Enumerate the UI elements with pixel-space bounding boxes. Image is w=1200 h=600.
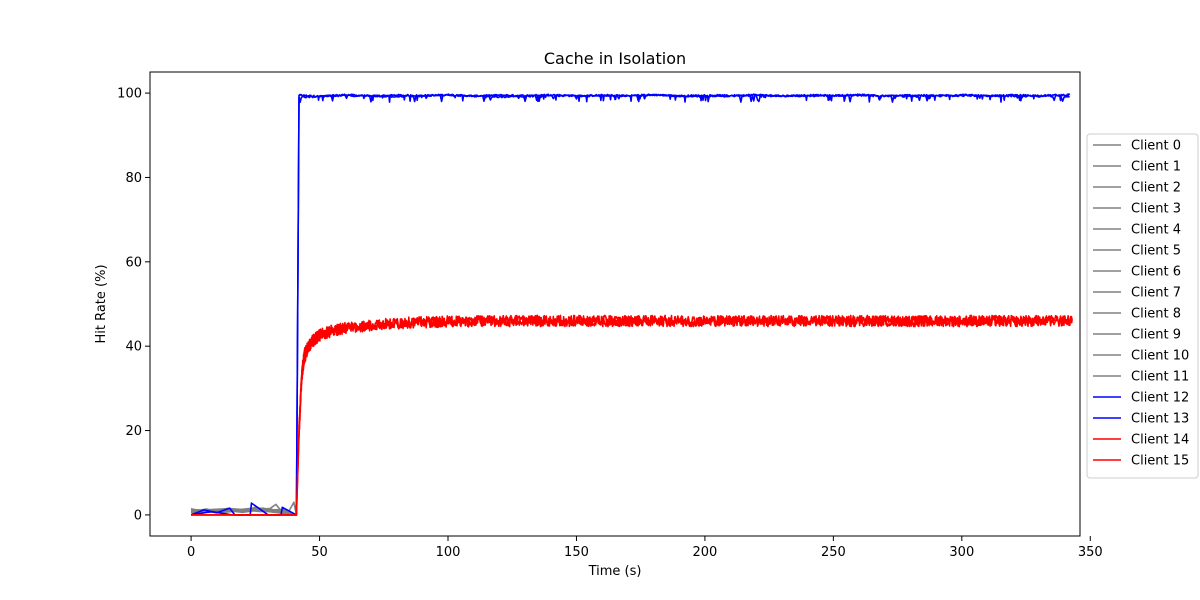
y-tick-label: 40 [125,340,142,355]
x-tick-label: 50 [311,545,328,560]
x-axis-label: Time (s) [588,564,642,579]
x-tick-label: 300 [949,545,974,560]
plot-lines [190,93,1074,516]
x-tick-label: 100 [436,545,461,560]
series-line-client-14 [191,314,1074,516]
y-tick-label: 20 [125,424,142,439]
y-tick-label: 80 [125,171,142,186]
legend-entry: Client 4 [1131,223,1181,238]
plot-frame [149,71,1081,537]
legend-entry: Client 2 [1131,181,1181,196]
legend-entry: Client 12 [1131,391,1189,406]
legend-entry: Client 13 [1131,412,1189,427]
y-axis-ticks: 0 20 40 60 80 100 [117,87,150,523]
x-tick-label: 150 [564,545,589,560]
legend-entry: Client 5 [1131,244,1181,259]
y-axis-label: Hit Rate (%) [94,264,109,343]
x-tick-label: 350 [1078,545,1103,560]
legend-entry: Client 15 [1131,454,1189,469]
x-tick-label: 200 [693,545,718,560]
legend-entry: Client 8 [1131,307,1181,322]
x-tick-label: 0 [187,545,195,560]
x-tick-label: 250 [821,545,846,560]
series-line-client-15 [191,314,1073,516]
legend-entry: Client 9 [1131,328,1181,343]
y-tick-label: 60 [125,255,142,270]
series-line-client-13 [190,93,1070,516]
legend-entry: Client 10 [1131,349,1189,364]
series-line-client-12 [190,93,1071,516]
legend-entry: Client 7 [1131,286,1181,301]
y-tick-label: 0 [134,508,142,523]
legend: Client 0 Client 1 Client 2 Client 3 Client 4… [1086,133,1199,479]
legend-entry: Client 0 [1131,139,1181,154]
x-axis-ticks: 0 50 100 150 200 250 300 350 [187,536,1103,560]
legend-entry: Client 14 [1131,433,1189,448]
legend-entry: Client 6 [1131,265,1181,280]
chart-title: Cache in Isolation [544,49,686,68]
legend-box [1086,133,1199,479]
legend-entry: Client 1 [1131,160,1181,175]
legend-entry: Client 11 [1131,370,1189,385]
legend-entry: Client 3 [1131,202,1181,217]
y-tick-label: 100 [117,87,142,102]
